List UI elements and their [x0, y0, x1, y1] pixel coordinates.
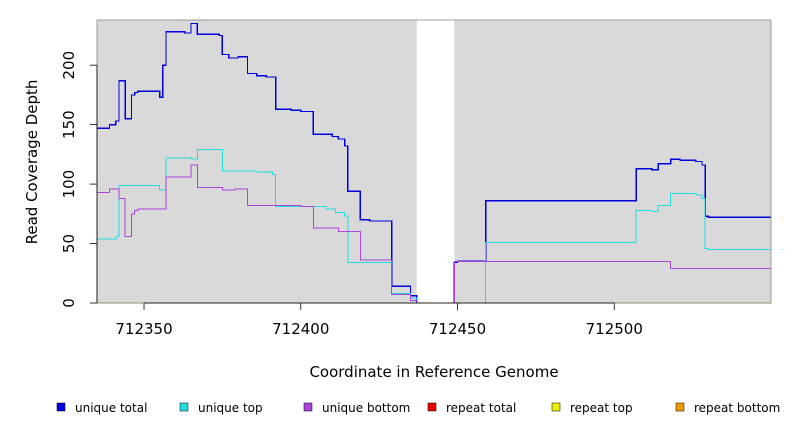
- legend-swatch: [56, 402, 66, 412]
- x-tick-label: 712450: [429, 320, 486, 338]
- legend-item: unique top: [179, 401, 263, 415]
- x-tick-label: 712350: [115, 320, 172, 338]
- legend-item: repeat bottom: [675, 401, 780, 415]
- y-tick-label: 200: [60, 51, 78, 80]
- x-tick-label: 712400: [272, 320, 329, 338]
- legend-swatch: [551, 402, 561, 412]
- legend-item: unique bottom: [303, 401, 410, 415]
- legend-swatch: [427, 402, 437, 412]
- legend-item: unique total: [56, 401, 147, 415]
- y-tick-label: 150: [60, 110, 78, 139]
- legend: unique total unique top unique bottom repea…: [56, 401, 780, 415]
- y-tick-label: 100: [60, 170, 78, 199]
- x-axis: 712350 712400 712450 712500: [115, 302, 643, 338]
- legend-item: repeat top: [551, 401, 633, 415]
- y-tick-label: 50: [60, 234, 78, 253]
- series-line-unique-top: [97, 149, 771, 304]
- legend-swatch: [179, 402, 189, 412]
- legend-label: unique bottom: [322, 401, 410, 415]
- legend-label: repeat total: [446, 401, 516, 415]
- legend-swatch: [675, 402, 685, 412]
- series-line-unique-total: [97, 22, 771, 304]
- series-line-unique-bottom: [97, 164, 771, 304]
- legend-item: repeat total: [427, 401, 516, 415]
- x-tick-label: 712500: [586, 320, 643, 338]
- y-tick-label: 0: [60, 298, 78, 308]
- coverage-gap: [416, 20, 455, 303]
- legend-label: unique top: [198, 401, 263, 415]
- y-axis-title: Read Coverage Depth: [23, 80, 41, 245]
- legend-label: repeat top: [570, 401, 633, 415]
- legend-label: repeat bottom: [694, 401, 780, 415]
- y-axis: 0 50 100 150 200: [60, 51, 98, 308]
- x-axis-title: Coordinate in Reference Genome: [309, 363, 558, 381]
- legend-swatch: [303, 402, 313, 412]
- legend-label: unique total: [75, 401, 147, 415]
